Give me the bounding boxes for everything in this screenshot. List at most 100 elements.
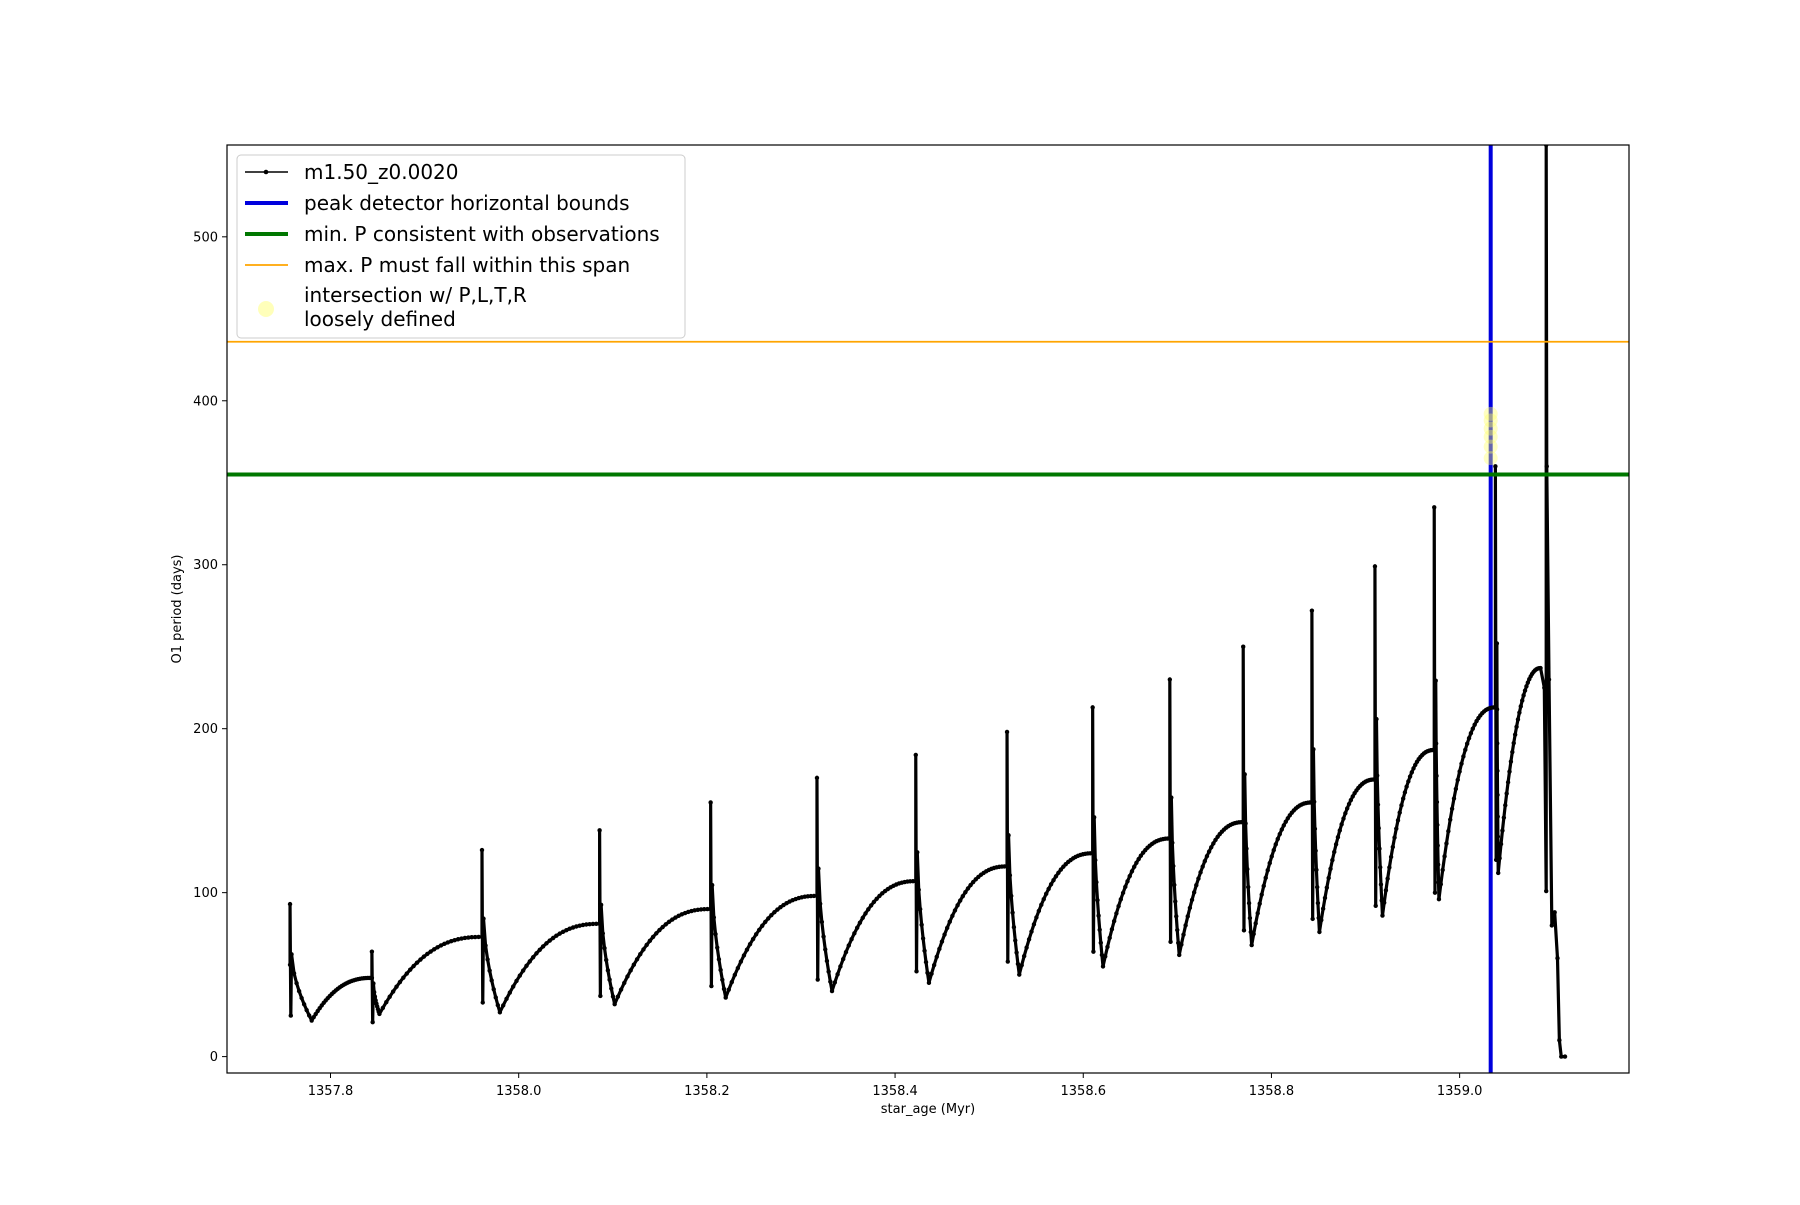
model-point bbox=[1271, 847, 1276, 853]
model-point bbox=[1432, 505, 1437, 510]
model-point bbox=[760, 923, 765, 928]
model-point bbox=[1555, 956, 1560, 961]
model-point bbox=[634, 957, 640, 962]
x-tick-label: 1358.0 bbox=[496, 1084, 542, 1099]
model-point bbox=[1511, 740, 1516, 746]
model-point bbox=[524, 963, 529, 969]
model-point bbox=[1344, 806, 1350, 811]
model-point bbox=[1107, 935, 1112, 941]
model-point bbox=[917, 906, 923, 912]
model-point bbox=[428, 949, 433, 954]
model-point bbox=[952, 908, 958, 913]
model-point bbox=[1175, 927, 1180, 933]
model-point bbox=[1514, 724, 1519, 729]
model-point bbox=[607, 977, 612, 982]
model-point bbox=[1407, 774, 1413, 779]
model-point bbox=[1387, 865, 1392, 870]
model-point bbox=[1314, 884, 1320, 890]
x-tick-label: 1357.8 bbox=[308, 1084, 354, 1099]
model-point bbox=[628, 968, 633, 973]
model-point bbox=[854, 925, 860, 931]
model-point bbox=[418, 957, 423, 962]
model-point bbox=[604, 957, 609, 963]
model-point bbox=[832, 980, 838, 985]
model-point bbox=[1411, 766, 1416, 771]
model-point bbox=[369, 949, 375, 954]
model-point bbox=[638, 952, 643, 957]
model-point bbox=[1241, 928, 1247, 933]
model-point bbox=[1245, 866, 1250, 872]
model-point bbox=[849, 937, 854, 942]
model-point bbox=[720, 977, 725, 982]
legend-frame bbox=[236, 154, 686, 339]
model-point bbox=[414, 960, 420, 965]
model-point bbox=[929, 971, 934, 976]
model-point bbox=[1433, 678, 1438, 683]
model-point bbox=[1494, 707, 1500, 712]
model-point bbox=[775, 907, 780, 912]
model-point bbox=[1209, 845, 1214, 850]
model-point bbox=[1470, 726, 1476, 731]
model-point bbox=[1031, 922, 1037, 927]
model-point bbox=[517, 973, 523, 978]
model-point bbox=[580, 922, 586, 928]
model-point bbox=[1520, 698, 1525, 703]
model-point bbox=[1312, 826, 1318, 832]
model-point bbox=[819, 919, 825, 925]
y-tick-label: 200 bbox=[193, 722, 218, 737]
model-point bbox=[1123, 884, 1128, 890]
model-point bbox=[445, 940, 451, 945]
legend-label-min-p: min. P consistent with observations bbox=[304, 222, 660, 246]
model-point bbox=[296, 988, 302, 994]
model-point bbox=[709, 983, 714, 989]
legend-label-intersection-line2: loosely defined bbox=[304, 307, 456, 331]
model-point bbox=[1185, 914, 1190, 919]
model-point bbox=[1333, 842, 1339, 847]
model-point bbox=[735, 965, 741, 971]
model-point bbox=[387, 994, 392, 999]
model-point bbox=[371, 989, 377, 995]
model-point bbox=[1330, 857, 1335, 863]
model-point bbox=[1015, 961, 1021, 967]
model-point bbox=[1172, 882, 1177, 888]
model-point bbox=[1017, 972, 1022, 977]
y-axis: 0 100 200 300 400 500 bbox=[193, 230, 227, 1065]
model-point bbox=[1448, 817, 1453, 822]
model-point bbox=[1118, 897, 1124, 902]
model-point bbox=[1095, 897, 1100, 903]
model-point bbox=[1324, 885, 1330, 890]
model-point bbox=[957, 898, 963, 903]
model-point bbox=[695, 907, 701, 912]
model-point bbox=[1187, 905, 1193, 911]
model-point bbox=[1109, 927, 1115, 932]
model-point bbox=[1433, 741, 1439, 746]
model-point bbox=[1510, 749, 1515, 755]
model-point bbox=[408, 967, 413, 972]
model-point bbox=[1103, 954, 1108, 959]
model-point bbox=[823, 947, 828, 952]
model-point bbox=[1167, 836, 1173, 841]
model-point bbox=[1247, 915, 1253, 921]
model-point bbox=[816, 866, 821, 871]
model-point bbox=[1542, 685, 1547, 690]
model-point bbox=[838, 964, 843, 969]
model-point bbox=[1189, 897, 1195, 903]
model-point bbox=[288, 1013, 293, 1018]
model-point bbox=[916, 887, 921, 892]
model-point bbox=[1100, 964, 1106, 969]
model-point bbox=[1493, 464, 1498, 469]
model-point bbox=[1029, 929, 1034, 934]
intersection-point bbox=[1483, 421, 1498, 436]
model-point bbox=[605, 968, 611, 973]
model-point bbox=[631, 962, 637, 967]
model-point bbox=[814, 775, 820, 781]
model-point bbox=[1449, 806, 1455, 811]
model-point bbox=[1346, 801, 1352, 807]
model-point bbox=[301, 1002, 307, 1007]
intersection-point bbox=[1483, 439, 1498, 454]
model-point bbox=[647, 938, 653, 944]
model-point bbox=[1517, 710, 1522, 715]
model-point bbox=[1432, 747, 1437, 753]
model-point bbox=[1451, 796, 1457, 801]
model-point bbox=[650, 934, 656, 940]
